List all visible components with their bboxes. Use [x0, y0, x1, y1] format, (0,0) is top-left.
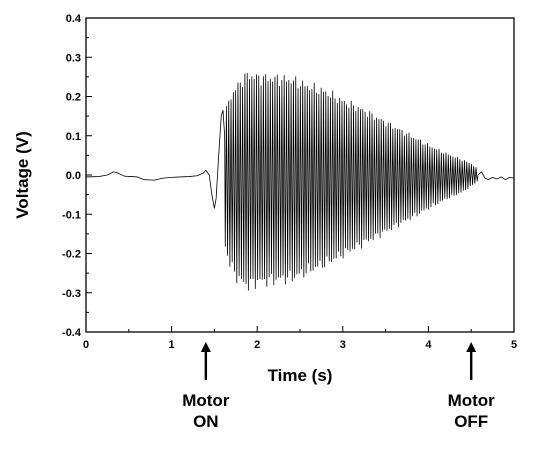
y-tick-label: 0.3: [66, 52, 81, 64]
y-axis-title: Voltage (V): [13, 131, 32, 219]
y-tick-label: 0.1: [66, 131, 81, 143]
x-tick-label: 4: [425, 339, 432, 351]
x-tick-label: 2: [254, 339, 260, 351]
arrow-up-icon: [200, 342, 211, 352]
x-tick-label: 1: [169, 339, 175, 351]
y-tick-label: 0.4: [66, 13, 82, 25]
motor-on-annotation: Motor ON: [182, 342, 230, 431]
voltage-signal-line: [85, 72, 515, 291]
y-tick-label: -0.2: [62, 249, 81, 261]
annotations: Motor ON Motor OFF: [182, 342, 495, 431]
x-tick-label: 0: [83, 339, 89, 351]
motor-off-label-line: OFF: [454, 412, 488, 431]
y-tick-label: -0.3: [62, 288, 81, 300]
motor-on-label-line: ON: [193, 412, 219, 431]
motor-on-label-line: Motor: [182, 391, 230, 410]
plot-area: [85, 72, 515, 291]
y-tick-label: -0.1: [62, 209, 81, 221]
motor-off-annotation: Motor OFF: [448, 342, 496, 431]
x-axis-ticks: 0 1 2 3 4 5: [83, 326, 517, 351]
y-tick-label: 0.2: [66, 92, 81, 104]
arrow-up-icon: [466, 342, 477, 352]
y-tick-label: 0.0: [66, 170, 81, 182]
motor-off-label-line: Motor: [448, 391, 496, 410]
x-tick-label: 5: [511, 339, 517, 351]
y-tick-label: -0.4: [62, 327, 82, 339]
x-axis-title: Time (s): [268, 366, 333, 385]
x-tick-label: 3: [340, 339, 346, 351]
y-axis-ticks: 0.4 0.3 0.2 0.1 0.0 -0.1 -0.2 -0.3 -0.4: [62, 13, 92, 339]
